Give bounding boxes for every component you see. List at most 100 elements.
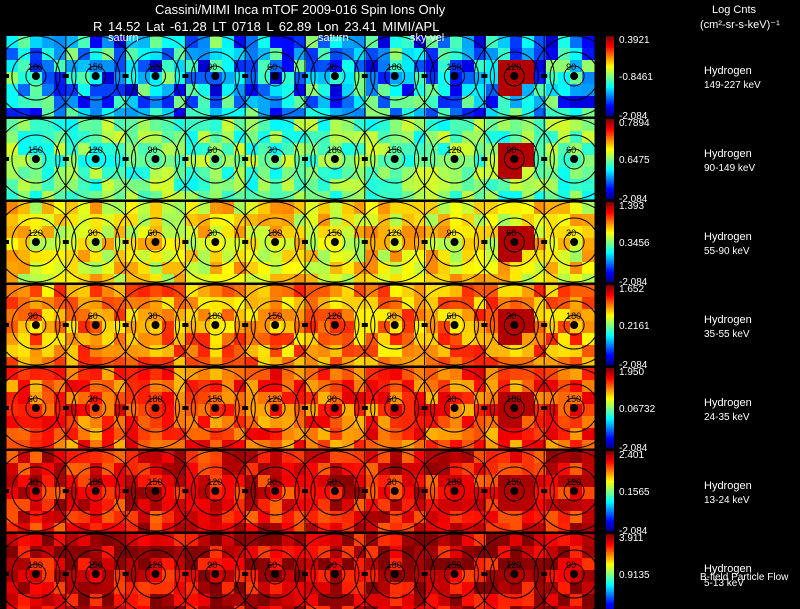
heatmap-cell bbox=[378, 321, 391, 334]
heatmap-cell bbox=[198, 440, 211, 449]
colorbar-step bbox=[606, 195, 614, 197]
heatmap-cell bbox=[366, 357, 379, 366]
heatmap-cell bbox=[402, 333, 415, 346]
heatmap-cell bbox=[510, 131, 523, 144]
heatmap-cell bbox=[78, 440, 91, 449]
frame-gap-marker bbox=[302, 406, 308, 410]
pitch-angle-contour bbox=[0, 533, 77, 609]
heatmap-cell bbox=[282, 309, 295, 322]
heatmap-cell bbox=[318, 238, 331, 251]
heatmap-cell bbox=[78, 143, 91, 156]
heatmap-cell bbox=[66, 451, 79, 464]
colorbar-step bbox=[606, 157, 614, 159]
heatmap-cell bbox=[498, 108, 511, 117]
colorbar-step bbox=[606, 436, 614, 438]
heatmap-cell bbox=[510, 333, 523, 346]
bfield-direction-marker bbox=[211, 238, 220, 246]
heatmap-cell bbox=[282, 333, 295, 346]
colorbar-step bbox=[606, 194, 614, 196]
heatmap-cell bbox=[438, 582, 451, 595]
heatmap-cell bbox=[462, 475, 475, 488]
heatmap-cell bbox=[342, 440, 355, 449]
heatmap-cell bbox=[414, 108, 427, 117]
pitch-angle-contour bbox=[145, 480, 166, 502]
colorbar-step bbox=[606, 344, 614, 346]
heatmap-cell bbox=[90, 357, 103, 366]
frame-gap-marker bbox=[421, 489, 428, 493]
heatmap-cell bbox=[78, 309, 91, 322]
heatmap-cell bbox=[114, 48, 127, 61]
colorbar-step bbox=[606, 468, 614, 470]
heatmap-cell bbox=[558, 202, 571, 215]
heatmap-cell bbox=[522, 48, 535, 61]
heatmap-cell bbox=[450, 534, 463, 547]
pitch-angle-contour bbox=[190, 300, 240, 350]
heatmap-cell bbox=[534, 119, 547, 132]
colorbar-step bbox=[606, 561, 614, 563]
heatmap-cell bbox=[102, 262, 115, 275]
heatmap-cell bbox=[210, 262, 223, 275]
heatmap-cell bbox=[282, 48, 295, 61]
bfield-direction-marker bbox=[91, 238, 100, 246]
contour-angle-label: 90 bbox=[387, 311, 397, 321]
colorbar-step bbox=[606, 598, 614, 600]
heatmap-cell bbox=[246, 463, 259, 476]
species-label: Hydrogen bbox=[704, 563, 752, 575]
colorbar-step bbox=[606, 385, 614, 387]
heatmap-cell bbox=[438, 250, 451, 263]
frame-gap-marker bbox=[361, 240, 368, 244]
colorbar-step bbox=[606, 236, 614, 238]
colorbar-step bbox=[606, 239, 614, 241]
heatmap-cell bbox=[342, 48, 355, 61]
colorbar-step bbox=[606, 263, 614, 265]
heatmap-cell bbox=[438, 368, 451, 381]
colorbar-step bbox=[606, 505, 614, 507]
heatmap-cell bbox=[150, 428, 163, 441]
heatmap-cell bbox=[246, 594, 259, 607]
colorbar-step bbox=[606, 463, 614, 465]
heatmap-cell bbox=[354, 523, 367, 532]
heatmap-cell bbox=[582, 274, 595, 283]
pitch-angle-contour bbox=[204, 397, 226, 419]
heatmap-cell bbox=[30, 214, 43, 227]
pitch-angle-contour bbox=[115, 367, 196, 449]
heatmap-cell bbox=[414, 475, 427, 488]
heatmap-cell bbox=[462, 262, 475, 275]
heatmap-cell bbox=[378, 108, 391, 117]
colorbar-step bbox=[606, 489, 614, 491]
heatmap-cell bbox=[462, 582, 475, 595]
heatmap-cell bbox=[426, 570, 439, 583]
heatmap-cell bbox=[18, 333, 31, 346]
colorbar-step bbox=[606, 538, 614, 540]
pitch-angle-contour bbox=[0, 201, 77, 283]
colorbar-step bbox=[606, 204, 614, 206]
heatmap-cell bbox=[198, 606, 211, 609]
bfield-direction-marker bbox=[450, 404, 459, 412]
frame-gap-marker bbox=[481, 157, 488, 161]
heatmap-cell bbox=[414, 167, 427, 180]
heatmap-cell bbox=[582, 191, 595, 200]
colorbar-step bbox=[606, 471, 614, 473]
colorbar-step bbox=[606, 162, 614, 164]
heatmap-cell bbox=[402, 523, 415, 532]
heatmap-cell bbox=[438, 333, 451, 346]
colorbar-step bbox=[606, 475, 614, 477]
colorbar-step bbox=[606, 490, 614, 492]
heatmap-cell bbox=[330, 523, 343, 532]
colorbar-step bbox=[606, 94, 614, 96]
heatmap-cell bbox=[402, 511, 415, 524]
colorbar-step bbox=[606, 391, 614, 393]
heatmap-cell bbox=[282, 357, 295, 366]
heatmap-cell bbox=[522, 463, 535, 476]
colorbar-step bbox=[606, 133, 614, 135]
heatmap-cell bbox=[30, 36, 43, 49]
heatmap-cell bbox=[462, 357, 475, 366]
heatmap-cell bbox=[390, 131, 403, 144]
pitch-angle-contour bbox=[0, 118, 77, 200]
heatmap-cell bbox=[474, 357, 487, 366]
colorbar-step bbox=[606, 600, 614, 602]
heatmap-cell bbox=[150, 368, 163, 381]
colorbar-step bbox=[606, 425, 614, 427]
colorbar-step bbox=[606, 535, 614, 537]
heatmap-cell bbox=[414, 179, 427, 192]
